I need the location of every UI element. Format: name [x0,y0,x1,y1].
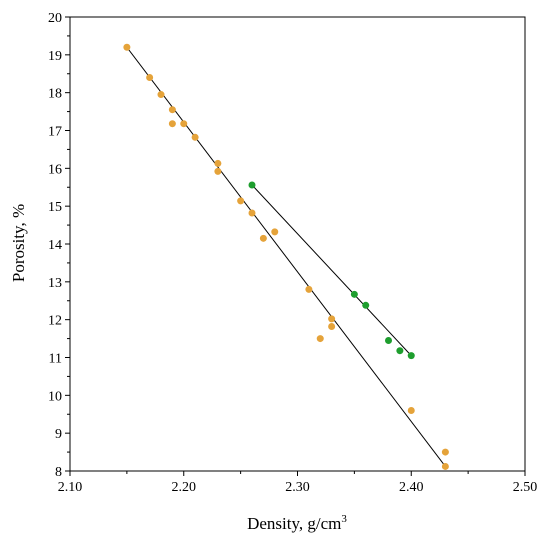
y-axis-label: Porosity, % [9,204,28,282]
y-tick-label: 18 [48,87,62,102]
series-1-fit-line [126,46,446,467]
series-1-point [316,335,324,343]
series-1-point [191,133,199,141]
series-1-point [248,209,256,217]
series-1-point [180,120,188,128]
series-1-point [146,74,154,82]
y-tick-label: 9 [55,427,62,442]
series-2-point [248,181,256,189]
series-1-point [328,322,336,330]
series-1-point [123,43,131,51]
series-1-point [407,406,415,414]
x-tick-label: 2.10 [58,480,83,495]
series-2-point [385,336,392,344]
y-tick-label: 20 [48,11,62,26]
x-axis-label: Density, g/cm3 [247,513,347,533]
data-points [123,43,449,470]
axes: 2.10 2.20 2.30 2.40 2.50 8 9 10 11 12 13 14 15 16 17 18… [48,11,537,495]
x-tick-label: 2.30 [285,480,310,495]
series-1-point [214,167,222,175]
y-tick-label: 12 [48,314,62,329]
series-1-point [305,285,313,293]
y-tick-label: 14 [48,238,62,253]
y-tick-label: 15 [48,200,62,215]
y-tick-label: 8 [55,465,62,480]
x-axis-label-text: Density, g/cm [247,514,341,533]
series-2-point [362,301,370,309]
series-1-point [328,315,336,323]
series-1-point [168,106,176,114]
y-tick-label: 17 [48,125,62,140]
x-tick-label: 2.50 [513,480,538,495]
series-1-point [271,228,279,236]
series-1-point [157,91,165,99]
series-1-point [441,448,449,456]
fit-lines [126,46,446,467]
x-tick-label: 2.20 [172,480,197,495]
y-tick-label: 10 [48,389,62,404]
y-tick-label: 19 [48,49,62,64]
series-2-point [407,352,415,360]
x-tick-label: 2.40 [399,480,424,495]
y-tick-label: 16 [48,162,62,177]
y-tick-label: 13 [48,276,62,291]
series-2-point [350,290,358,298]
series-1-point [214,159,222,167]
series-1-point [237,197,245,205]
x-axis-label-superscript: 3 [341,513,347,525]
series-2-point [396,347,404,355]
series-2-fit-line [251,184,412,356]
y-tick-label: 11 [49,352,62,367]
series-1-point [441,462,449,470]
series-1-point [168,120,176,128]
series-1-point [259,234,267,242]
